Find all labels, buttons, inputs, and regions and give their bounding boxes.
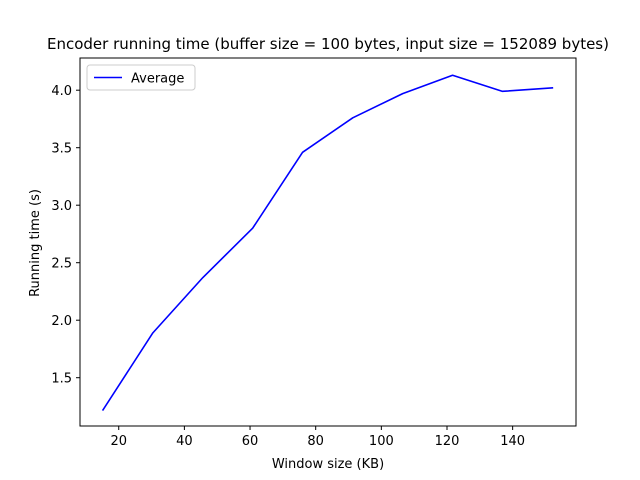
y-tick-label: 3.0 (51, 199, 72, 214)
x-tick-label: 80 (307, 434, 324, 449)
x-tick-label: 120 (435, 434, 460, 449)
legend-label: Average (131, 72, 184, 87)
x-axis-label: Window size (KB) (272, 457, 384, 472)
x-tick-label: 20 (110, 434, 127, 449)
y-axis-label: Running time (s) (28, 189, 43, 297)
y-tick-label: 3.5 (51, 142, 72, 157)
plot-area: 20 40 60 80 100 120 140 1.5 2.0 2.5 3.0 3.5 4.0 Avera… (51, 57, 577, 449)
y-tick-label: 2.5 (51, 257, 72, 272)
legend-box (86, 64, 196, 91)
x-tick-label: 100 (369, 434, 394, 449)
x-tick-label: 140 (500, 434, 525, 449)
x-tick-label: 60 (242, 434, 259, 449)
x-tick-label: 40 (176, 434, 193, 449)
y-tick-label: 2.0 (51, 314, 72, 329)
axes-frame (79, 57, 577, 427)
y-tick-label: 4.0 (51, 84, 72, 99)
y-tick-label: 1.5 (51, 372, 72, 387)
series-line-0 (101, 74, 554, 412)
chart-title: Encoder running time (buffer size = 100 … (47, 35, 609, 53)
